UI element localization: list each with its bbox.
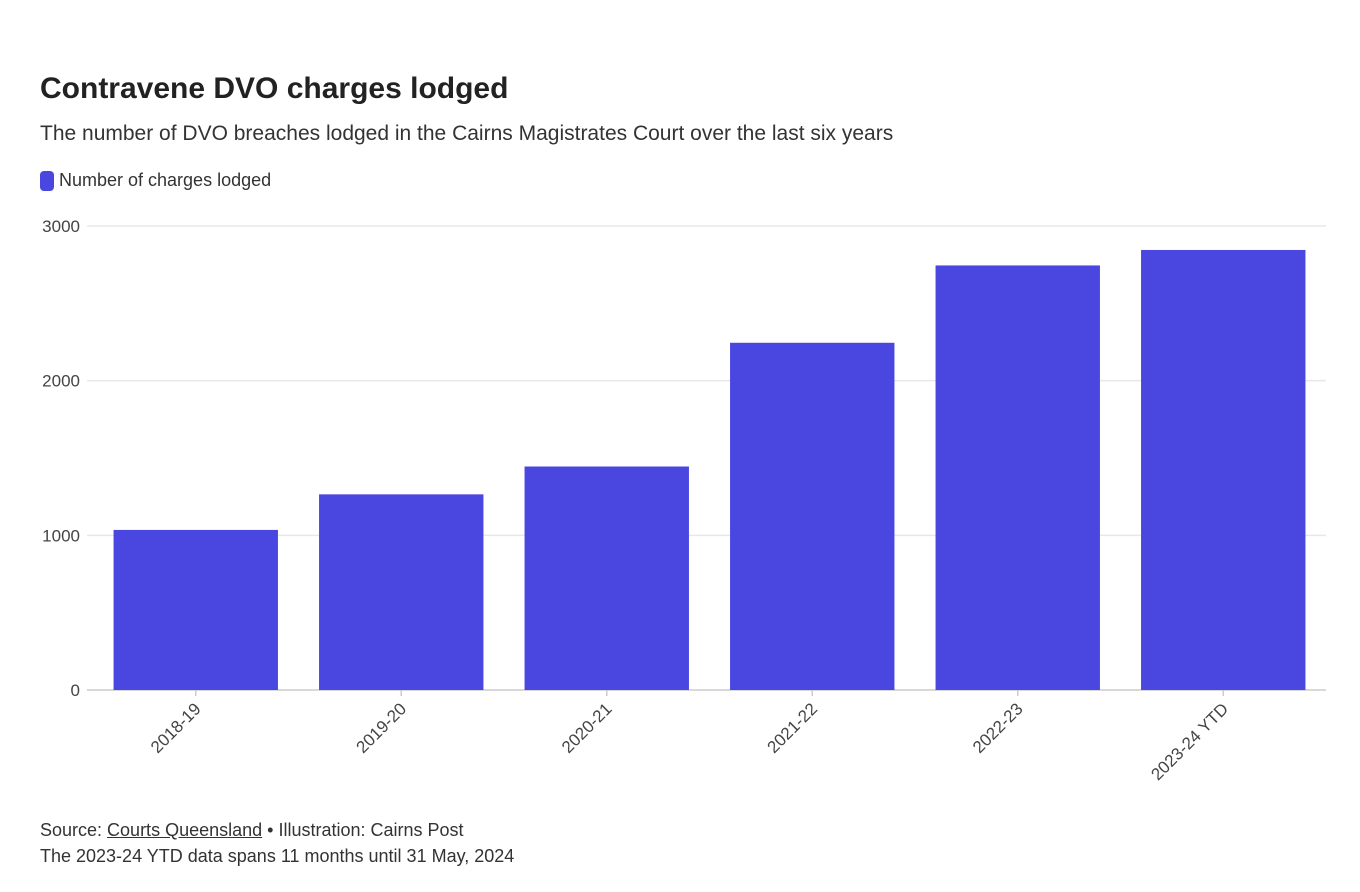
legend: Number of charges lodged bbox=[40, 170, 271, 191]
y-axis-ticks: 0 1000 2000 3000 bbox=[42, 217, 80, 700]
bar-2022-23[interactable] bbox=[935, 265, 1100, 690]
y-tick-label: 1000 bbox=[42, 526, 80, 545]
bar-2020-21[interactable] bbox=[524, 466, 689, 690]
x-tick-label: 2020-21 bbox=[558, 699, 616, 757]
chart-subtitle: The number of DVO breaches lodged in the… bbox=[40, 122, 894, 145]
x-axis-ticks: 2018-19 2019-20 2020-21 2021-22 2022-23 2023-… bbox=[147, 690, 1232, 784]
chart-title: Contravene DVO charges lodged bbox=[40, 72, 509, 105]
legend-swatch bbox=[40, 170, 54, 191]
x-tick-label: 2022-23 bbox=[969, 699, 1027, 757]
y-tick-label: 3000 bbox=[42, 217, 80, 236]
x-tick-label: 2023-24 YTD bbox=[1147, 699, 1232, 784]
footer: Source: Courts Queensland • Illustration… bbox=[40, 817, 514, 869]
gridlines bbox=[87, 225, 1326, 691]
x-tick-label: 2018-19 bbox=[147, 699, 205, 757]
bar-2023-24-ytd[interactable] bbox=[1141, 249, 1306, 690]
bar-2021-22[interactable] bbox=[730, 342, 895, 690]
footnote: The 2023-24 YTD data spans 11 months unt… bbox=[40, 846, 515, 866]
x-tick-label: 2021-22 bbox=[764, 699, 822, 757]
x-tick-label: 2019-20 bbox=[353, 699, 411, 757]
source-line: Source: Courts Queensland • Illustration… bbox=[40, 817, 514, 843]
source-link[interactable]: Courts Queensland bbox=[107, 820, 263, 840]
bar-2018-19[interactable] bbox=[113, 529, 278, 690]
source-suffix: • Illustration: Cairns Post bbox=[262, 820, 464, 840]
y-tick-label: 2000 bbox=[42, 372, 80, 391]
legend-label: Number of charges lodged bbox=[59, 170, 272, 190]
y-tick-label: 0 bbox=[71, 681, 80, 700]
source-prefix: Source: bbox=[40, 820, 108, 840]
bar-2019-20[interactable] bbox=[319, 494, 484, 690]
bar-chart: 0 1000 2000 3000 2018-19 2019-20 2020-21 2021-… bbox=[42, 217, 1326, 784]
bars bbox=[113, 249, 1306, 690]
